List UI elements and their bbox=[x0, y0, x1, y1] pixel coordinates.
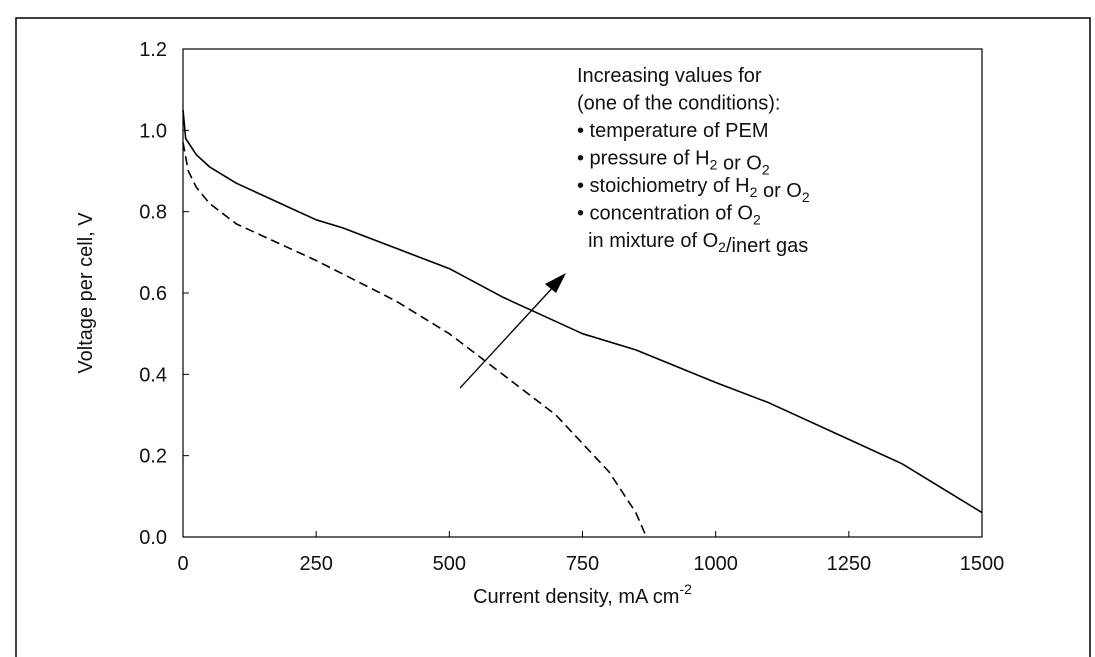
y-tick-label: 1.2 bbox=[139, 39, 167, 61]
x-tick-label: 0 bbox=[177, 553, 188, 575]
annotation-line: • pressure of H2 or O2 bbox=[577, 148, 770, 178]
subscript: 2 bbox=[802, 189, 810, 205]
annotation-line: (one of the conditions): bbox=[577, 93, 780, 115]
y-tick-label: 0.8 bbox=[139, 202, 167, 224]
x-tick-label: 1500 bbox=[960, 553, 1005, 575]
text-part: Increasing values for bbox=[577, 65, 762, 87]
frame bbox=[15, 17, 1091, 657]
text-part: Current density, mA cm bbox=[473, 586, 679, 608]
solid-line bbox=[182, 109, 983, 514]
arrow-head bbox=[545, 273, 566, 293]
text-part: • stoichiometry of H bbox=[577, 175, 750, 197]
x-tick-label: 250 bbox=[299, 553, 332, 575]
text-part: or O bbox=[757, 180, 801, 202]
x-tick-label: 1000 bbox=[693, 553, 738, 575]
y-tick-label: 0.2 bbox=[139, 446, 167, 468]
text-part: • temperature of PEM bbox=[577, 120, 769, 142]
x-tick-label: 750 bbox=[566, 553, 599, 575]
subscript: 2 bbox=[710, 157, 718, 173]
y-tick-label: 1.0 bbox=[139, 120, 167, 142]
text-part: • pressure of H bbox=[577, 148, 710, 170]
y-axis-label: Voltage per cell, V bbox=[75, 212, 97, 374]
annotation-line: • concentration of O2 bbox=[577, 203, 761, 228]
subscript: 2 bbox=[718, 239, 726, 255]
y-tick-label: 0.6 bbox=[139, 283, 167, 305]
annotation-line: • temperature of PEM bbox=[577, 120, 769, 142]
superscript: -2 bbox=[679, 581, 692, 597]
annotation-line: Increasing values for bbox=[577, 65, 762, 87]
y-tick-label: 0.4 bbox=[139, 364, 167, 386]
annotation-line: in mixture of O2/inert gas bbox=[577, 230, 808, 257]
text-part: • concentration of O bbox=[577, 203, 753, 225]
x-tick-label: 500 bbox=[433, 553, 466, 575]
subscript: 2 bbox=[753, 212, 761, 228]
annotation-line: • stoichiometry of H2 or O2 bbox=[577, 175, 810, 205]
text-part: or O bbox=[717, 153, 761, 175]
text-part: in mixture of O bbox=[577, 230, 718, 252]
x-axis-label: Current density, mA cm-2 bbox=[473, 581, 692, 608]
subscript: 2 bbox=[762, 162, 770, 178]
text-part: (one of the conditions): bbox=[577, 93, 780, 115]
x-tick-label: 1250 bbox=[827, 553, 872, 575]
text-part: /inert gas bbox=[726, 235, 808, 257]
y-tick-label: 0.0 bbox=[139, 527, 167, 549]
arrow-shaft bbox=[459, 283, 557, 389]
subscript: 2 bbox=[750, 184, 758, 200]
